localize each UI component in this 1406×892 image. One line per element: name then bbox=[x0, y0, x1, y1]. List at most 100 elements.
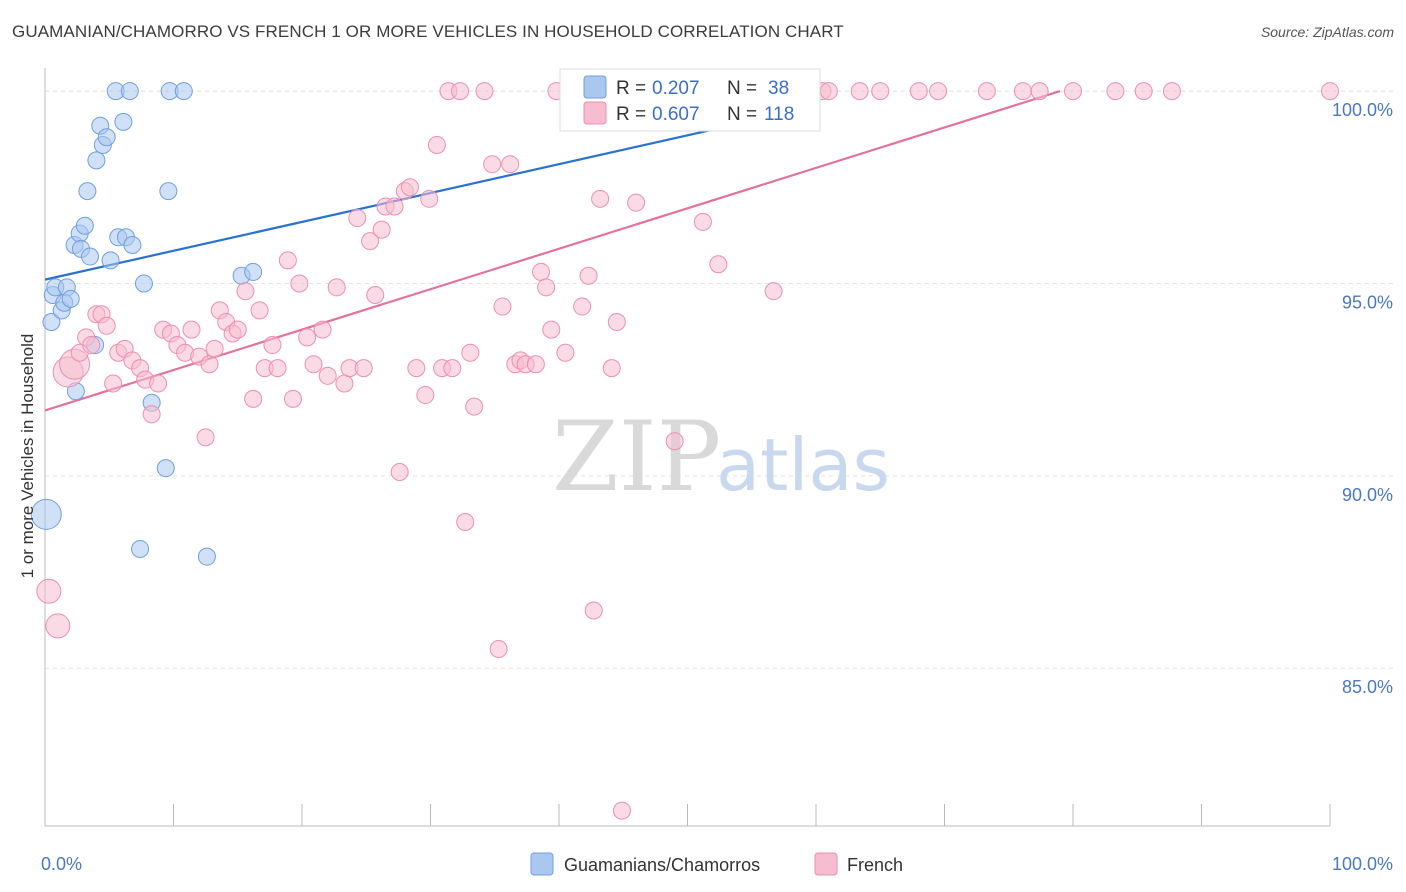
legend-r-value-1: 0.607 bbox=[652, 104, 700, 125]
data-point bbox=[284, 389, 303, 408]
data-point bbox=[627, 193, 646, 212]
data-point bbox=[850, 82, 869, 101]
data-point bbox=[327, 278, 346, 297]
points-layer bbox=[30, 82, 1339, 820]
data-point bbox=[475, 82, 494, 101]
data-point bbox=[182, 320, 201, 339]
watermark: ZIP atlas bbox=[552, 401, 890, 513]
data-point bbox=[78, 182, 97, 201]
data-point bbox=[45, 613, 71, 639]
data-point bbox=[36, 578, 62, 604]
series-guamanians bbox=[30, 82, 723, 566]
data-point bbox=[532, 262, 551, 281]
bottom-legend-swatch-french bbox=[814, 852, 838, 876]
data-point bbox=[97, 128, 116, 147]
data-point bbox=[537, 278, 556, 297]
ticks-layer: 85.0% 90.0% 95.0% 100.0% 0.0% 100.0% bbox=[41, 100, 1393, 874]
data-point bbox=[236, 282, 255, 301]
data-point bbox=[1321, 82, 1339, 101]
data-point bbox=[427, 135, 446, 154]
data-point bbox=[134, 274, 153, 293]
legend-r-label-1: R = bbox=[616, 104, 646, 125]
data-point bbox=[584, 601, 603, 620]
data-point bbox=[228, 320, 247, 339]
legend-r-value-0: 0.207 bbox=[652, 78, 700, 99]
data-point bbox=[372, 220, 391, 239]
data-point bbox=[390, 463, 409, 482]
chart-source: Source: ZipAtlas.com bbox=[1260, 24, 1394, 40]
data-point bbox=[30, 498, 62, 530]
data-point bbox=[407, 359, 426, 378]
data-point bbox=[304, 355, 323, 374]
data-point bbox=[573, 297, 592, 316]
y-tick-label: 85.0% bbox=[1342, 677, 1393, 697]
data-point bbox=[104, 374, 123, 393]
data-point bbox=[909, 82, 928, 101]
data-point bbox=[416, 386, 435, 405]
data-point bbox=[268, 359, 287, 378]
data-point bbox=[290, 274, 309, 293]
data-point bbox=[489, 640, 508, 659]
data-point bbox=[420, 189, 439, 208]
data-point bbox=[400, 178, 419, 197]
chart-title: GUAMANIAN/CHAMORRO VS FRENCH 1 OR MORE V… bbox=[12, 22, 844, 41]
data-point bbox=[263, 336, 282, 355]
data-point bbox=[501, 155, 520, 174]
data-point bbox=[244, 262, 263, 281]
data-point bbox=[461, 343, 480, 362]
data-point bbox=[591, 189, 610, 208]
data-point bbox=[149, 374, 168, 393]
data-point bbox=[101, 251, 120, 270]
legend-swatch-french bbox=[583, 101, 607, 125]
data-point bbox=[526, 355, 545, 374]
data-point bbox=[465, 397, 484, 416]
data-point bbox=[493, 297, 512, 316]
data-point bbox=[1162, 82, 1181, 101]
data-point bbox=[42, 312, 61, 331]
y-tick-label: 100.0% bbox=[1332, 100, 1393, 120]
series-french bbox=[36, 82, 1339, 820]
data-point bbox=[97, 316, 116, 335]
legend-n-label-0: N = bbox=[727, 78, 757, 99]
data-point bbox=[348, 209, 367, 228]
watermark-zip: ZIP bbox=[552, 401, 721, 513]
data-point bbox=[131, 539, 150, 558]
axis-layer bbox=[44, 68, 1331, 827]
data-point bbox=[318, 366, 337, 385]
data-point bbox=[366, 286, 385, 305]
data-point bbox=[80, 247, 99, 266]
data-point bbox=[196, 428, 215, 447]
data-point bbox=[75, 216, 94, 235]
grid-layer bbox=[45, 90, 1395, 669]
data-point bbox=[244, 389, 263, 408]
data-point bbox=[1030, 82, 1049, 101]
data-point bbox=[665, 432, 684, 451]
bottom-legend: Guamanians/Chamorros French bbox=[530, 852, 903, 876]
legend-swatch-guamanians bbox=[583, 75, 607, 99]
data-point bbox=[120, 82, 139, 101]
y-tick-label: 95.0% bbox=[1342, 292, 1393, 312]
data-point bbox=[602, 359, 621, 378]
x-tick-label: 100.0% bbox=[1332, 854, 1393, 874]
data-point bbox=[451, 82, 470, 101]
x-tick-label: 0.0% bbox=[41, 854, 82, 874]
legend-n-label-1: N = bbox=[727, 104, 757, 125]
data-point bbox=[159, 182, 178, 201]
data-point bbox=[612, 801, 631, 820]
data-point bbox=[361, 232, 380, 251]
data-point bbox=[87, 151, 106, 170]
data-point bbox=[709, 255, 728, 274]
data-point bbox=[142, 405, 161, 424]
data-point bbox=[200, 355, 219, 374]
data-point bbox=[335, 374, 354, 393]
data-point bbox=[82, 336, 101, 355]
legend-n-value-0: 38 bbox=[768, 78, 789, 99]
data-point bbox=[250, 301, 269, 320]
data-point bbox=[693, 212, 712, 231]
data-point bbox=[607, 312, 626, 331]
data-point bbox=[579, 266, 598, 285]
y-axis-label: 1 or more Vehicles in Household bbox=[18, 334, 37, 579]
data-point bbox=[278, 251, 297, 270]
data-point bbox=[1013, 82, 1032, 101]
